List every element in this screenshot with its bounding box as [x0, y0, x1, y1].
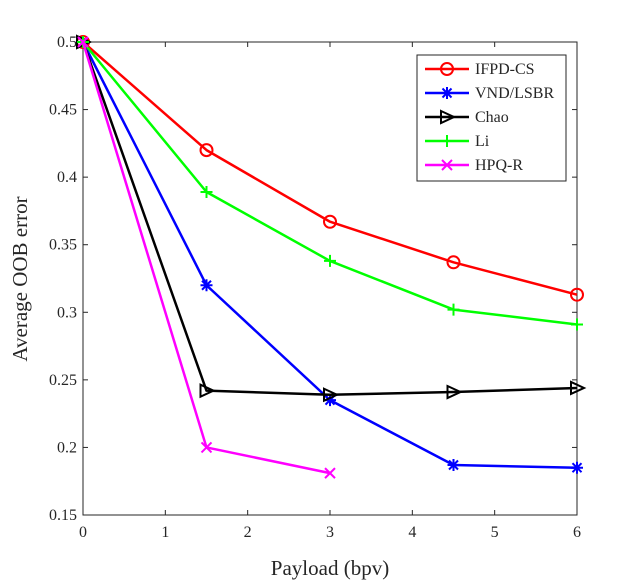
- x-tick-label: 5: [491, 524, 499, 541]
- x-tick-label: 0: [79, 524, 87, 541]
- y-tick-label: 0.2: [57, 439, 77, 456]
- x-axis-title: Payload (bpv): [271, 556, 389, 580]
- legend-marker-li: [441, 135, 453, 147]
- data-point-ifpd-cs: [446, 255, 461, 270]
- y-tick-label: 0.3: [57, 304, 77, 321]
- legend-label-ifpd-cs: IFPD-CS: [475, 61, 535, 78]
- y-tick-label: 0.45: [49, 102, 77, 119]
- series-line-chao: [81, 41, 578, 396]
- legend-item-hpq-r: HPQ-R: [425, 157, 523, 174]
- legend-marker-vnd-lsbr: [441, 87, 453, 99]
- data-point-vnd-lsbr: [571, 461, 583, 474]
- data-point-ifpd-cs: [570, 287, 584, 302]
- legend-marker-hpq-r: [441, 159, 453, 171]
- data-point-ifpd-cs: [199, 143, 214, 158]
- data-point-vnd-lsbr: [200, 279, 213, 292]
- legend-item-ifpd-cs: IFPD-CS: [425, 61, 535, 78]
- legend: IFPD-CS VND/LSBR Chao Li HPQ-R: [416, 54, 567, 182]
- legend-marker-chao: [440, 109, 457, 125]
- data-point-hpq-r: [77, 36, 89, 48]
- y-tick-label: 0.5: [57, 34, 77, 51]
- y-tick-label: 0.15: [49, 507, 77, 524]
- data-point-li: [571, 318, 583, 331]
- data-point-chao: [570, 380, 587, 396]
- series-layer: [76, 34, 587, 479]
- legend-label-vnd-lsbr: VND/LSBR: [475, 85, 554, 102]
- series-line-ifpd-cs: [82, 41, 578, 296]
- data-point-vnd-lsbr: [324, 394, 336, 407]
- data-point-vnd-lsbr: [447, 458, 460, 471]
- data-point-hpq-r: [200, 441, 213, 454]
- x-tick-label: 6: [573, 524, 581, 541]
- data-point-li: [447, 303, 460, 316]
- data-point-ifpd-cs: [323, 214, 337, 229]
- legend-label-chao: Chao: [475, 109, 509, 126]
- axes: 0 1 2 3 4 5 6 0.15 0.2 0.25 0.3 0.35 0.4 0.45 0.5: [49, 34, 581, 541]
- legend-item-chao: Chao: [425, 109, 509, 126]
- x-tick-label: 3: [326, 524, 334, 541]
- series-line-hpq-r: [81, 41, 331, 475]
- data-point-chao: [323, 387, 340, 403]
- x-tick-label: 1: [161, 524, 169, 541]
- data-point-chao: [199, 383, 216, 399]
- legend-item-li: Li: [425, 133, 490, 150]
- data-point-li: [324, 254, 336, 267]
- legend-marker-ifpd-cs: [440, 62, 454, 76]
- y-axis-title: Average OOB error: [8, 196, 32, 361]
- data-point-chao: [446, 384, 463, 400]
- data-point-li: [200, 186, 213, 199]
- data-point-hpq-r: [324, 467, 336, 479]
- legend-item-vnd-lsbr: VND/LSBR: [425, 85, 554, 102]
- legend-label-li: Li: [475, 133, 490, 150]
- legend-label-hpq-r: HPQ-R: [475, 157, 523, 174]
- y-tick-label: 0.4: [57, 169, 77, 186]
- y-tick-label: 0.25: [49, 372, 77, 389]
- x-tick-label: 4: [408, 524, 416, 541]
- x-tick-label: 2: [244, 524, 252, 541]
- series-hpq-r: [77, 36, 336, 479]
- y-tick-label: 0.35: [49, 237, 77, 254]
